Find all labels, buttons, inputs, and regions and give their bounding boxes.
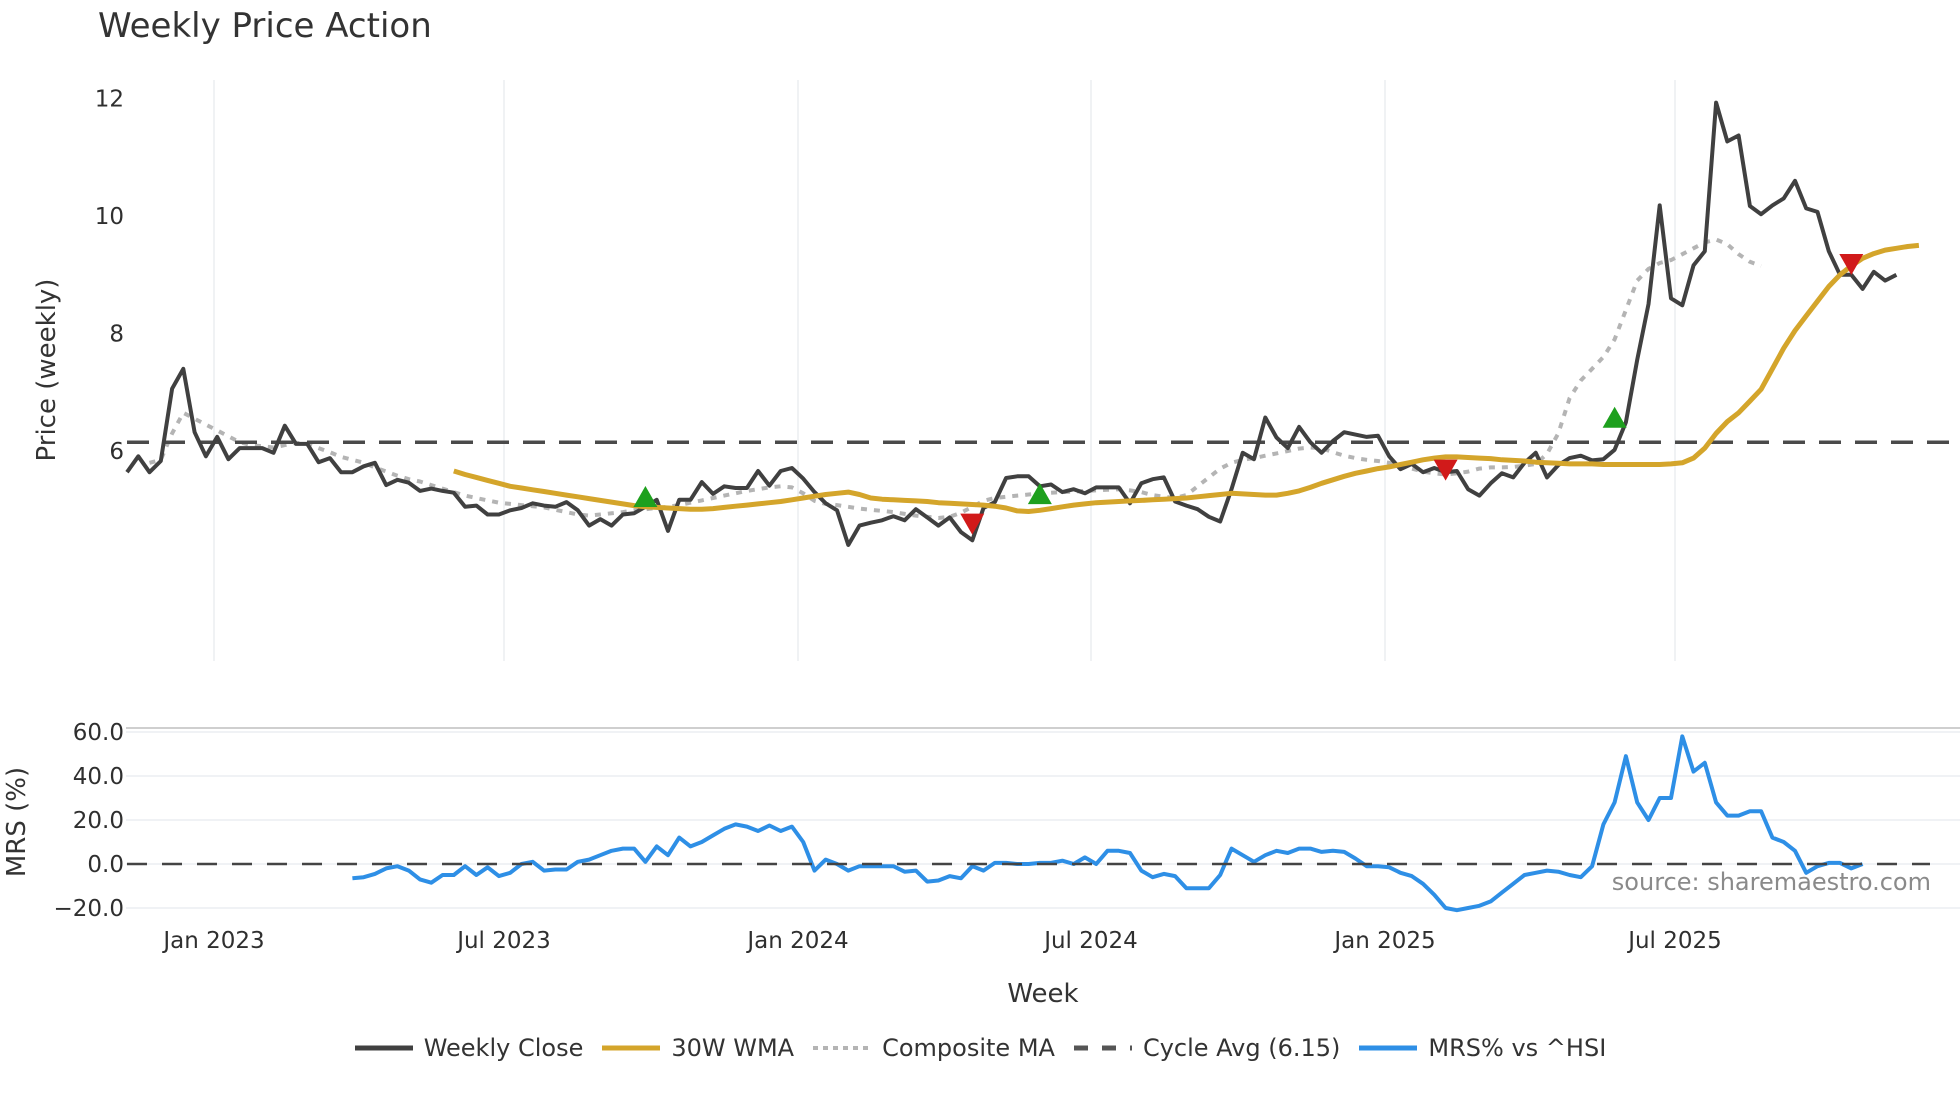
legend-swatch-icon — [1359, 1045, 1418, 1051]
price-y-tick: 6 — [109, 439, 124, 465]
chart-title: Weekly Price Action — [98, 6, 432, 46]
mrs-y-tick: 40.0 — [73, 764, 124, 790]
mrs-plot — [127, 734, 1930, 913]
legend-label: MRS% vs ^HSI — [1428, 1034, 1607, 1062]
x-tick-label: Jan 2024 — [745, 928, 848, 954]
legend-label: Cycle Avg (6.15) — [1142, 1034, 1341, 1062]
mrs-y-tick: 60.0 — [73, 720, 124, 746]
legend-swatch-icon — [354, 1045, 413, 1051]
x-axis-title: Week — [1007, 979, 1078, 1009]
axis-ticks: Jan 2023 Jul 2023 Jan 2024 Jul 2024 Jan 2025… — [54, 87, 1722, 955]
price-axis-title: Price (weekly) — [32, 279, 62, 462]
price-y-tick: 10 — [95, 204, 124, 230]
buy-signal-marker — [1602, 406, 1627, 428]
legend-item[interactable]: 30W WMA — [601, 1034, 794, 1062]
signal-markers — [633, 254, 1864, 535]
source-annotation: source: sharemaestro.com — [1612, 868, 1931, 896]
x-tick-label: Jul 2024 — [1042, 928, 1138, 954]
legend-label: Weekly Close — [423, 1034, 584, 1062]
wma-line — [453, 242, 1920, 514]
legend-label: 30W WMA — [671, 1034, 795, 1062]
mrs-y-tick: 0.0 — [87, 852, 124, 878]
x-tick-label: Jul 2023 — [455, 928, 551, 954]
sell-signal-marker — [960, 513, 985, 535]
price-y-tick: 12 — [95, 87, 124, 113]
price-plot — [125, 100, 1960, 547]
legend-item[interactable]: Cycle Avg (6.15) — [1073, 1034, 1340, 1062]
legend-item[interactable]: MRS% vs ^HSI — [1358, 1034, 1606, 1062]
composite-ma-line — [148, 237, 1762, 520]
weekly-close-line — [125, 100, 1898, 547]
legend-swatch-icon — [813, 1046, 872, 1050]
price-y-tick: 8 — [109, 322, 124, 348]
legend-item[interactable]: Composite MA — [812, 1034, 1055, 1062]
x-tick-label: Jan 2025 — [1332, 928, 1435, 954]
mrs-y-tick: −20.0 — [54, 896, 124, 922]
price-grid — [213, 80, 1676, 661]
buy-signal-marker — [1027, 483, 1052, 505]
legend-swatch-icon — [602, 1045, 661, 1051]
mrs-y-tick: 20.0 — [73, 808, 124, 834]
x-tick-label: Jan 2023 — [161, 928, 264, 954]
mrs-axis-title: MRS (%) — [2, 767, 32, 877]
buy-signal-marker — [633, 486, 658, 507]
sell-signal-marker — [1433, 459, 1458, 481]
mrs-line — [352, 734, 1864, 913]
legend: Weekly Close 30W WMA Composite MA Cycle Avg… — [0, 1034, 1960, 1062]
legend-label: Composite MA — [882, 1034, 1055, 1062]
sell-signal-marker — [1839, 254, 1864, 275]
x-tick-label: Jul 2025 — [1626, 928, 1722, 954]
legend-item[interactable]: Weekly Close — [354, 1034, 584, 1062]
legend-swatch-icon — [1073, 1045, 1132, 1051]
